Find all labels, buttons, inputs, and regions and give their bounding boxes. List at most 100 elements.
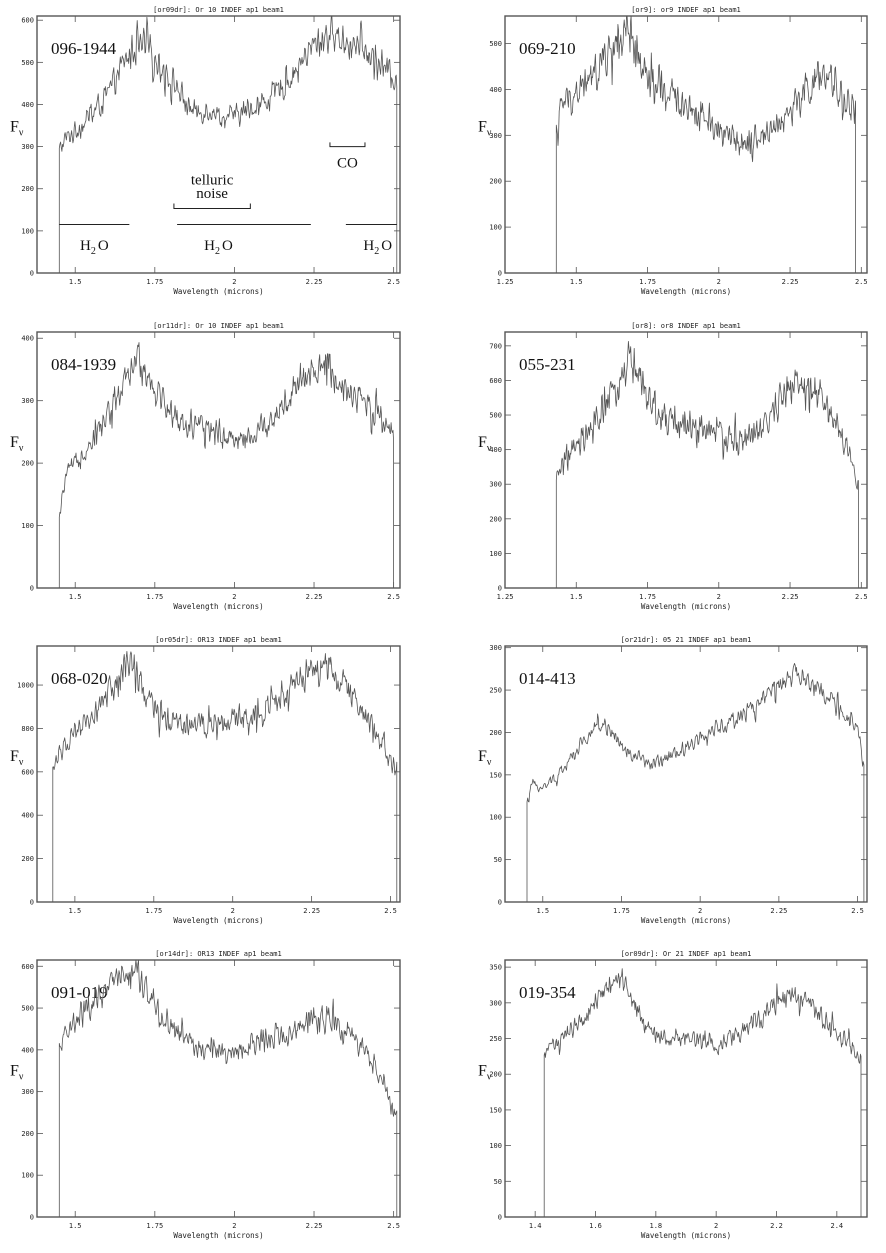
spectrum-panel-3: [or11dr]: Or 10 INDEF ap1 beam1 1.5 1.75 2 2… — [10, 322, 401, 611]
x-axis-title: Wavelength (microns) — [173, 1231, 263, 1240]
x-tick-label: 2.5 — [855, 278, 868, 286]
x-axis-title: Wavelength (microns) — [641, 1231, 731, 1240]
y-tick-label: 100 — [21, 522, 34, 530]
panel-header: [or09dr]: Or 21 INDEF ap1 beam1 — [621, 950, 752, 958]
x-tick-label: 1.75 — [146, 278, 163, 286]
x-tick-label: 1.5 — [69, 907, 82, 915]
x-tick-label: 1.25 — [497, 278, 514, 286]
panel-header: [or9]: or9 INDEF ap1 beam1 — [631, 6, 741, 14]
spectrum-panel-4: [or8]: or8 INDEF ap1 beam1 1.25 1.5 1.75 2 2.… — [478, 322, 868, 611]
x-tick-label: 2 — [717, 593, 721, 601]
y-tick-label: 100 — [489, 224, 502, 232]
y-tick-label: 500 — [21, 59, 34, 67]
spectrum-panel-7: [or14dr]: OR13 INDEF ap1 beam1 1.5 1.75 2 2.… — [10, 950, 401, 1240]
h2o-label: H2 O — [204, 238, 233, 257]
x-tick-label: 1.75 — [146, 1222, 163, 1230]
y-tick-label: 150 — [489, 1106, 502, 1114]
panel-header: [or11dr]: Or 10 INDEF ap1 beam1 — [153, 322, 284, 330]
spectrum-line — [505, 341, 859, 589]
star-id-label: 091-019 — [51, 983, 108, 1002]
y-tick-label: 200 — [21, 855, 34, 863]
y-tick-label: 0 — [498, 270, 502, 278]
spectrum-panel-5: [or05dr]: OR13 INDEF ap1 beam1 1.5 1.75 2 2.… — [10, 636, 401, 925]
x-tick-label: 1.6 — [589, 1222, 602, 1230]
y-tick-label: 500 — [489, 40, 502, 48]
y-tick-label: 200 — [489, 1071, 502, 1079]
x-axis-title: Wavelength (microns) — [641, 602, 731, 611]
panel-header: [or09dr]: Or 10 INDEF ap1 beam1 — [153, 6, 284, 14]
y-tick-label: 200 — [21, 460, 34, 468]
y-tick-label: 150 — [489, 771, 502, 779]
y-tick-label: 200 — [21, 185, 34, 193]
x-tick-label: 1.25 — [497, 593, 514, 601]
x-axis-title: Wavelength (microns) — [173, 602, 263, 611]
x-axis-title: Wavelength (microns) — [173, 916, 263, 925]
x-tick-label: 1.75 — [639, 593, 656, 601]
y-tick-label: 400 — [21, 335, 34, 343]
x-tick-label: 1.5 — [536, 907, 549, 915]
y-tick-label: 0 — [30, 270, 34, 278]
x-tick-label: 1.75 — [145, 907, 162, 915]
y-tick-label: 600 — [489, 377, 502, 385]
plot-frame — [504, 645, 868, 903]
plot-frame — [36, 331, 401, 589]
y-axis-title: Fν — [10, 119, 24, 139]
star-id-label: 019-354 — [519, 983, 576, 1002]
x-tick-label: 1.75 — [613, 907, 630, 915]
x-tick-label: 2.25 — [306, 593, 323, 601]
y-tick-label: 300 — [489, 644, 502, 652]
y-tick-label: 250 — [489, 1035, 502, 1043]
y-tick-label: 0 — [30, 585, 34, 593]
spectrum-panel-1: [or09dr]: Or 10 INDEF ap1 beam1 1.5 1.75 2 2… — [10, 6, 401, 296]
y-axis-title: Fν — [10, 748, 24, 768]
x-tick-label: 1.4 — [529, 1222, 542, 1230]
y-tick-label: 100 — [489, 814, 502, 822]
x-tick-label: 2.5 — [851, 907, 864, 915]
y-tick-label: 400 — [489, 446, 502, 454]
plot-frame — [36, 15, 401, 274]
x-tick-label: 2 — [232, 1222, 236, 1230]
y-tick-label: 0 — [498, 899, 502, 907]
y-tick-label: 1000 — [17, 682, 34, 690]
spectrum-line — [37, 342, 394, 589]
star-id-label: 068-020 — [51, 669, 108, 688]
x-tick-label: 2.25 — [782, 593, 799, 601]
x-tick-label: 1.5 — [69, 1222, 82, 1230]
y-tick-label: 300 — [21, 397, 34, 405]
y-tick-label: 0 — [30, 1214, 34, 1222]
co-bracket — [329, 142, 366, 148]
x-tick-label: 2.5 — [387, 593, 400, 601]
x-tick-label: 1.75 — [639, 278, 656, 286]
y-tick-label: 100 — [489, 550, 502, 558]
y-tick-label: 400 — [21, 1046, 34, 1054]
y-tick-label: 500 — [489, 412, 502, 420]
y-tick-label: 600 — [21, 963, 34, 971]
star-id-label: 069-210 — [519, 39, 576, 58]
x-tick-label: 1.75 — [146, 593, 163, 601]
y-tick-label: 800 — [21, 725, 34, 733]
y-tick-label: 300 — [489, 481, 502, 489]
telluric-bracket — [173, 203, 251, 210]
y-tick-label: 300 — [489, 999, 502, 1007]
telluric-label: telluric — [191, 173, 234, 189]
x-axis-title: Wavelength (microns) — [641, 916, 731, 925]
x-tick-label: 2 — [232, 278, 236, 286]
plot-frame — [504, 959, 868, 1218]
y-tick-label: 600 — [21, 17, 34, 25]
y-tick-label: 0 — [498, 1214, 502, 1222]
star-id-label: 084-1939 — [51, 355, 116, 374]
noise-label: noise — [196, 186, 228, 202]
y-tick-label: 300 — [21, 143, 34, 151]
y-tick-label: 400 — [21, 101, 34, 109]
x-tick-label: 2.25 — [770, 907, 787, 915]
x-axis-title: Wavelength (microns) — [641, 287, 731, 296]
x-tick-label: 2 — [714, 1222, 718, 1230]
y-axis-title: Fν — [478, 748, 492, 768]
x-tick-label: 2.25 — [306, 278, 323, 286]
y-tick-label: 50 — [494, 1178, 502, 1186]
x-tick-label: 2.4 — [831, 1222, 844, 1230]
x-tick-label: 2.25 — [782, 278, 799, 286]
y-tick-label: 200 — [21, 1130, 34, 1138]
